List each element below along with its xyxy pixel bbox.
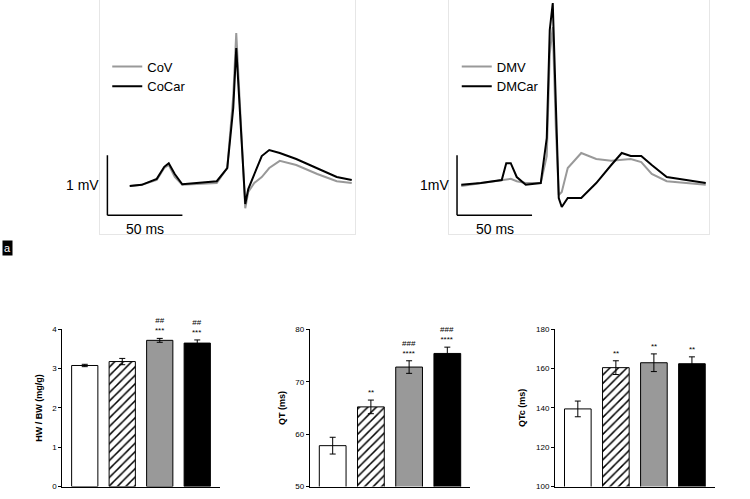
svg-text:a: a: [4, 242, 11, 254]
svg-text:1: 1: [52, 443, 57, 452]
svg-text:80: 80: [295, 325, 304, 334]
svg-text:2: 2: [52, 404, 57, 413]
svg-text:###****: ###****: [440, 325, 454, 344]
svg-text:140: 140: [536, 404, 550, 413]
svg-text:180: 180: [536, 325, 550, 334]
svg-text:50: 50: [295, 482, 304, 491]
svg-text:**: **: [651, 342, 657, 351]
svg-text:###****: ###****: [402, 339, 416, 358]
svg-text:4: 4: [52, 325, 57, 334]
svg-text:100: 100: [536, 482, 550, 491]
svg-text:**: **: [689, 345, 695, 354]
svg-text:##***: ##***: [155, 316, 165, 335]
svg-text:CoCar: CoCar: [147, 79, 185, 94]
svg-text:HW / BW (mg/g): HW / BW (mg/g): [34, 374, 44, 441]
svg-text:1 mV: 1 mV: [66, 177, 99, 193]
svg-text:QT (ms): QT (ms): [277, 391, 287, 425]
svg-text:70: 70: [295, 378, 304, 387]
svg-text:50 ms: 50 ms: [476, 221, 514, 237]
svg-text:**: **: [368, 388, 374, 397]
svg-text:3: 3: [52, 364, 57, 373]
svg-text:**: **: [613, 349, 619, 358]
svg-text:120: 120: [536, 443, 550, 452]
svg-text:160: 160: [536, 364, 550, 373]
svg-text:DMCar: DMCar: [497, 79, 539, 94]
svg-text:60: 60: [295, 430, 304, 439]
svg-text:1mV: 1mV: [420, 177, 449, 193]
svg-text:0: 0: [52, 482, 57, 491]
svg-text:DMV: DMV: [497, 60, 526, 75]
svg-text:50 ms: 50 ms: [126, 221, 164, 237]
svg-text:##***: ##***: [192, 318, 202, 337]
svg-text:QTc (ms): QTc (ms): [517, 389, 527, 427]
svg-text:CoV: CoV: [147, 60, 173, 75]
